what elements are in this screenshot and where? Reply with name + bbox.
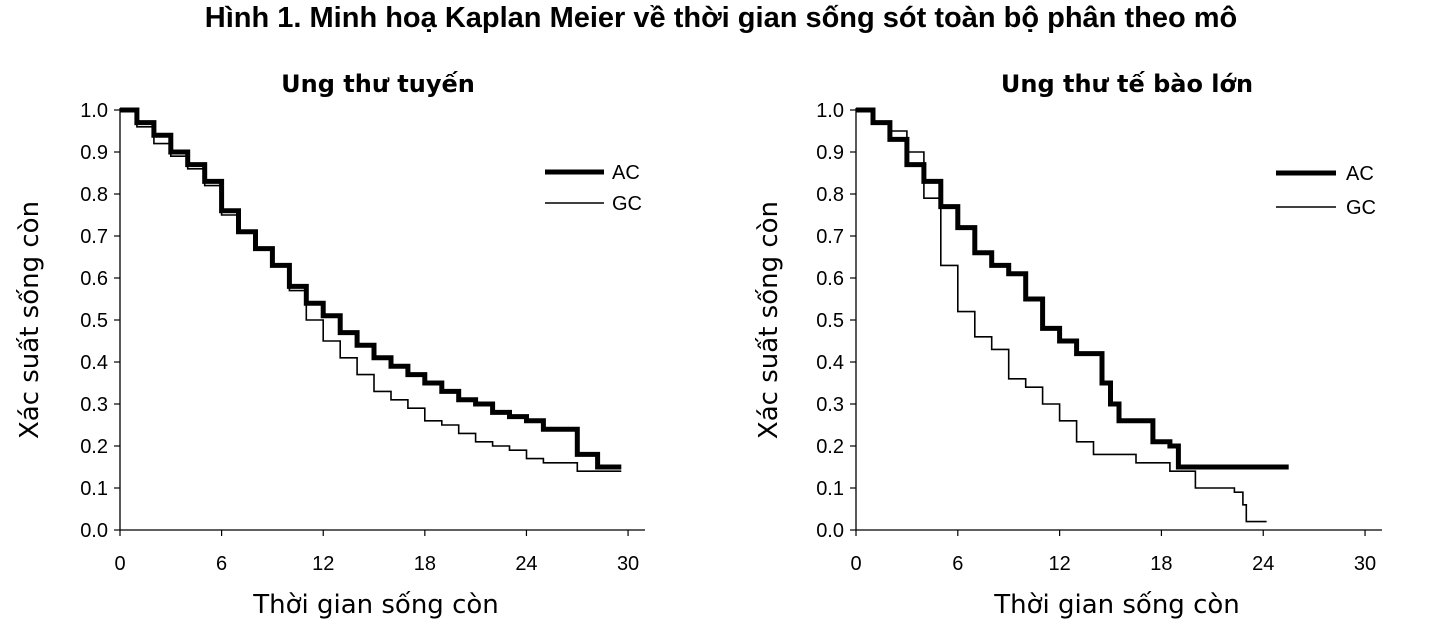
x-tick-label: 0 — [114, 553, 125, 575]
y-tick-label: 0.1 — [80, 478, 108, 500]
y-tick-label: 0.6 — [80, 268, 108, 290]
x-tick-label: 30 — [617, 553, 639, 575]
y-tick-label: 0.8 — [80, 184, 108, 206]
y-tick-label: 0.7 — [816, 226, 844, 248]
series-line-gc — [856, 109, 1267, 523]
x-tick-label: 0 — [850, 553, 861, 575]
chart-title: Ung thư tuyến — [281, 70, 475, 98]
chart-panel-2: Ung thư tế bào lớn 0.0 0.1 0.2 0.3 0.4 0.5 0.6 0… — [754, 70, 1382, 620]
x-tick-label: 6 — [216, 553, 227, 575]
y-tick-label: 0.2 — [80, 436, 108, 458]
chart-title: Ung thư tế bào lớn — [1001, 70, 1253, 98]
x-tick-label: 24 — [515, 553, 537, 575]
series-line-ac — [120, 107, 622, 470]
x-tick-label: 6 — [952, 553, 963, 575]
x-tick-label: 30 — [1354, 553, 1376, 575]
y-tick-label: 0.4 — [80, 352, 108, 374]
y-axis-label: Xác suất sống còn — [754, 201, 784, 439]
legend-label-ac: AC — [612, 162, 640, 184]
x-tick-label: 24 — [1252, 553, 1274, 575]
y-tick-label: 0.5 — [80, 310, 108, 332]
x-axis-label: Thời gian sống còn — [993, 590, 1240, 620]
y-tick-label: 0.1 — [816, 478, 844, 500]
y-tick-label: 0.0 — [816, 520, 844, 542]
y-tick-label: 0.9 — [80, 142, 108, 164]
x-axis-label: Thời gian sống còn — [252, 590, 499, 620]
y-tick-label: 0.3 — [80, 394, 108, 416]
legend-label-gc: GC — [612, 193, 642, 215]
series-line-gc — [120, 109, 622, 472]
y-tick-label: 0.0 — [80, 520, 108, 542]
legend-label-ac: AC — [1346, 163, 1374, 185]
legend-label-gc: GC — [1346, 197, 1376, 219]
series-line-ac — [856, 107, 1289, 470]
y-tick-label: 0.8 — [816, 184, 844, 206]
y-tick-label: 0.4 — [816, 352, 844, 374]
y-tick-label: 0.6 — [816, 268, 844, 290]
x-tick-label: 12 — [1048, 553, 1070, 575]
y-tick-label: 0.9 — [816, 142, 844, 164]
y-tick-label: 0.2 — [816, 436, 844, 458]
y-tick-label: 1.0 — [816, 100, 844, 122]
x-tick-label: 18 — [414, 553, 436, 575]
y-tick-label: 0.5 — [816, 310, 844, 332]
y-tick-label: 0.3 — [816, 394, 844, 416]
x-tick-label: 12 — [312, 553, 334, 575]
chart-panel-1: Ung thư tuyến 0.0 0.1 0.2 0.3 0.4 0.5 0.6 0.7 0.8… — [15, 70, 645, 620]
y-tick-label: 1.0 — [80, 100, 108, 122]
x-tick-label: 18 — [1150, 553, 1172, 575]
y-axis-label: Xác suất sống còn — [15, 201, 45, 439]
y-tick-label: 0.7 — [80, 226, 108, 248]
figure-title: Hình 1. Minh hoạ Kaplan Meier về thời gi… — [204, 2, 1238, 34]
